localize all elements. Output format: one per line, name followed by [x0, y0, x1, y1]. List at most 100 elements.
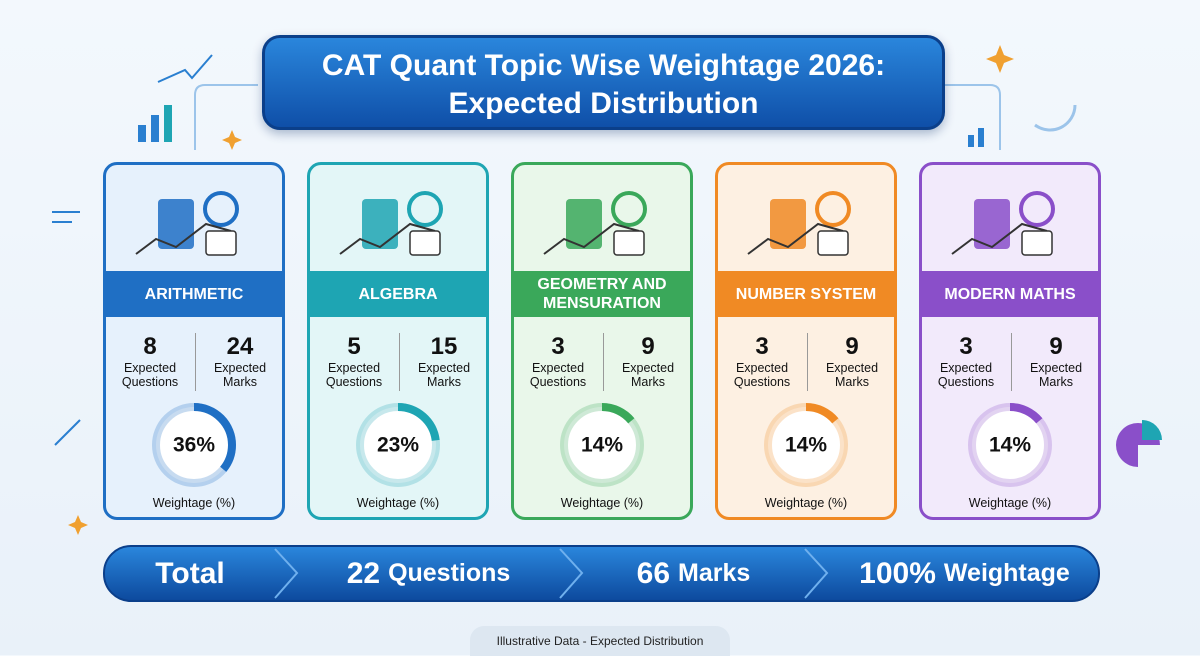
- topic-name: GEOMETRY AND MENSURATION: [514, 271, 690, 317]
- icon-shape: [543, 222, 640, 255]
- donut: 23%: [356, 403, 440, 487]
- donut: 36%: [152, 403, 236, 487]
- total-number: 66: [636, 556, 671, 590]
- weightage-value: 23%: [377, 434, 419, 457]
- questions-value: 3: [959, 333, 973, 360]
- marks-stat: 15 Expected Marks: [400, 333, 486, 389]
- total-unit: Weightage: [943, 559, 1070, 587]
- topic-icon: [543, 191, 647, 256]
- icon-shape: [747, 222, 844, 255]
- footer: Illustrative Data - Expected Distributio…: [470, 626, 730, 656]
- icon-shape: [566, 199, 602, 249]
- topic-icon: [747, 191, 851, 256]
- weightage-label: Weightage (%): [968, 496, 1052, 510]
- chevron: [274, 548, 299, 599]
- weightage-label: Weightage (%): [356, 496, 440, 510]
- questions-label: Expected Questions: [937, 361, 995, 389]
- icon-shape: [205, 230, 237, 256]
- total-item: 100% Weightage: [827, 547, 1102, 600]
- icon-shape: [613, 230, 645, 256]
- icon-shape: [158, 199, 194, 249]
- topic-name: ARITHMETIC: [106, 271, 282, 317]
- icon-shape: [815, 191, 851, 227]
- weightage-value: 14%: [785, 434, 827, 457]
- marks-value: 9: [1049, 333, 1063, 360]
- weightage-value: 14%: [581, 434, 623, 457]
- icon-shape: [611, 191, 647, 227]
- weightage-label: Weightage (%): [560, 496, 644, 510]
- separator: [195, 333, 196, 391]
- icon-shape: [974, 199, 1010, 249]
- separator: [807, 333, 808, 391]
- questions-label: Expected Questions: [733, 361, 791, 389]
- marks-label: Expected Marks: [825, 361, 879, 389]
- marks-label: Expected Marks: [621, 361, 675, 389]
- donut: 14%: [764, 403, 848, 487]
- icon-shape: [770, 199, 806, 249]
- marks-value: 9: [845, 333, 859, 360]
- donut-arc: [356, 403, 440, 487]
- icon-shape: [409, 230, 441, 256]
- donut: 14%: [560, 403, 644, 487]
- title-box: CAT Quant Topic Wise Weightage 2026: Exp…: [262, 35, 945, 130]
- marks-stat: 9 Expected Marks: [1012, 333, 1098, 389]
- topic-card: NUMBER SYSTEM 3 Expected Questions 9 Expecte…: [715, 162, 897, 520]
- donut-arc: [968, 403, 1052, 487]
- total-number: 22: [346, 556, 381, 590]
- topic-name: NUMBER SYSTEM: [718, 271, 894, 317]
- marks-value: 9: [641, 333, 655, 360]
- icon-shape: [951, 222, 1048, 255]
- marks-label: Expected Marks: [417, 361, 471, 389]
- marks-stat: 9 Expected Marks: [808, 333, 894, 389]
- donut-arc: [152, 403, 236, 487]
- icon-shape: [1021, 230, 1053, 256]
- topic-card: ARITHMETIC 8 Expected Questions 24 Expected …: [103, 162, 285, 520]
- topic-card: ALGEBRA 5 Expected Questions 15 Expected Mar…: [307, 162, 489, 520]
- questions-stat: 8 Expected Questions: [106, 333, 194, 389]
- topic-name: ALGEBRA: [310, 271, 486, 317]
- weightage-value: 14%: [989, 434, 1031, 457]
- icon-shape: [339, 222, 436, 255]
- total-item: 66 Marks: [582, 547, 805, 600]
- topic-icon: [339, 191, 443, 256]
- separator: [1011, 333, 1012, 391]
- icon-shape: [362, 199, 398, 249]
- total-unit: Questions: [388, 559, 511, 587]
- chevron: [559, 548, 584, 599]
- topic-card: MODERN MATHS 3 Expected Questions 9 Expected…: [919, 162, 1101, 520]
- questions-stat: 5 Expected Questions: [310, 333, 398, 389]
- questions-label: Expected Questions: [121, 361, 179, 389]
- icon-shape: [135, 222, 232, 255]
- topic-icon: [951, 191, 1055, 256]
- marks-value: 15: [430, 333, 458, 360]
- total-item: 22 Questions: [297, 547, 560, 600]
- weightage-value: 36%: [173, 434, 215, 457]
- total-unit: Marks: [678, 559, 751, 587]
- questions-stat: 3 Expected Questions: [922, 333, 1010, 389]
- questions-stat: 3 Expected Questions: [718, 333, 806, 389]
- questions-value: 5: [347, 333, 361, 360]
- marks-value: 24: [226, 333, 254, 360]
- marks-stat: 9 Expected Marks: [604, 333, 690, 389]
- marks-stat: 24 Expected Marks: [196, 333, 282, 389]
- weightage-label: Weightage (%): [152, 496, 236, 510]
- topic-card: GEOMETRY AND MENSURATION 3 Expected Questi…: [511, 162, 693, 520]
- chevrons: [274, 548, 829, 599]
- donut-arc: [764, 403, 848, 487]
- questions-label: Expected Questions: [529, 361, 587, 389]
- title: CAT Quant Topic Wise Weightage 2026:: [321, 49, 886, 82]
- questions-value: 3: [755, 333, 769, 360]
- weightage-label: Weightage (%): [764, 496, 848, 510]
- questions-value: 3: [551, 333, 565, 360]
- separator: [603, 333, 604, 391]
- donut: 14%: [968, 403, 1052, 487]
- total-bar: Total 22 Questions 66 Marks 100% Weightage: [103, 545, 1100, 602]
- total-label: Total: [155, 556, 225, 590]
- topic-icon: [135, 191, 239, 256]
- marks-label: Expected Marks: [213, 361, 267, 389]
- icon-shape: [407, 191, 443, 227]
- topic-name: MODERN MATHS: [922, 271, 1098, 317]
- icon-shape: [203, 191, 239, 227]
